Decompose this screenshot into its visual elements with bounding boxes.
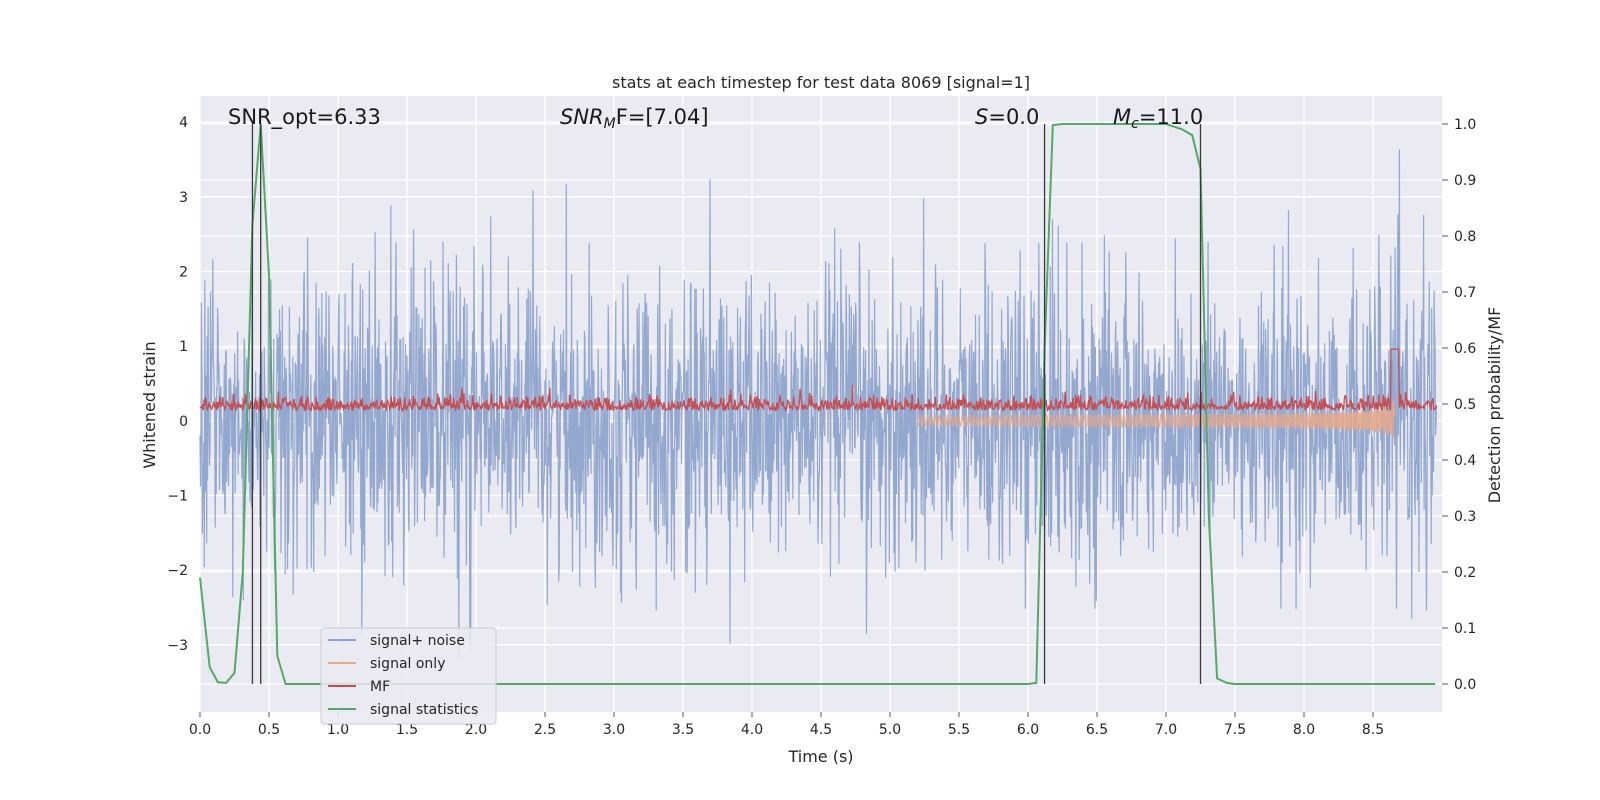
x-tick-label: 2.0 — [465, 722, 487, 738]
right-axis-ticks: 1.0 0.9 0.8 0.7 0.6 0.5 0.4 0.3 0.2 0.1 0.0 — [1442, 117, 1476, 693]
x-tick-label: 0.5 — [258, 722, 280, 738]
right-tick-label: 0.5 — [1454, 397, 1476, 413]
left-tick-label: −1 — [167, 488, 188, 504]
right-tick-label: 0.1 — [1454, 621, 1476, 637]
x-axis-label: Time (s) — [787, 747, 853, 766]
legend-box — [320, 627, 497, 725]
x-tick-label: 3.0 — [603, 722, 625, 738]
annotation-snr-mf-suffix: F=[7.04] — [616, 105, 709, 129]
left-tick-label: 0 — [179, 414, 188, 430]
x-tick-label: 2.5 — [534, 722, 556, 738]
annotation-snr-mf-sub: M — [604, 116, 616, 132]
annotation-s-var: S — [975, 105, 988, 129]
x-tick-label: 1.0 — [327, 722, 349, 738]
x-tick-label: 5.5 — [948, 722, 970, 738]
annotation-s: S=0.0 — [975, 105, 1039, 129]
annotation-mc: Mc=11.0 — [1113, 105, 1203, 132]
vertical-lines — [251, 124, 1202, 684]
x-tick-label: 0.0 — [189, 722, 211, 738]
left-axis-label: Whitened strain — [140, 341, 159, 468]
x-tick-label: 7.0 — [1155, 722, 1177, 738]
left-tick-label: 3 — [179, 190, 188, 206]
x-tick-label: 8.5 — [1362, 722, 1384, 738]
x-tick-label: 5.0 — [879, 722, 901, 738]
x-tick-label: 3.5 — [672, 722, 694, 738]
left-tick-label: −3 — [167, 638, 188, 654]
annotation-mc-sub: c — [1131, 116, 1139, 132]
series-layer — [199, 123, 1438, 685]
annotation-snr-opt: SNR_opt=6.33 — [228, 105, 381, 130]
left-axis-ticks: 4 3 2 1 0 −1 −2 −3 — [167, 115, 188, 654]
right-tick-label: 0.7 — [1454, 285, 1476, 301]
x-axis-ticks: 0.0 0.5 1.0 1.5 2.0 2.5 3.0 3.5 4.0 4.5 5.0 5.5 6.0 6… — [189, 712, 1384, 738]
legend-label-signal-noise: signal+ noise — [370, 633, 465, 649]
x-tick-label: 4.5 — [810, 722, 832, 738]
annotation-snr-mf: SNRMF=[7.04] — [560, 105, 709, 132]
left-tick-label: 2 — [179, 264, 188, 280]
left-tick-label: 4 — [179, 115, 188, 131]
right-tick-label: 0.4 — [1454, 453, 1476, 469]
x-tick-label: 7.5 — [1224, 722, 1246, 738]
x-tick-label: 8.0 — [1293, 722, 1315, 738]
right-tick-label: 1.0 — [1454, 117, 1476, 133]
right-axis-label: Detection probability/MF — [1485, 307, 1504, 504]
x-tick-label: 4.0 — [741, 722, 763, 738]
annotation-mc-val: =11.0 — [1139, 105, 1203, 129]
annotation-mc-var: M — [1113, 105, 1131, 129]
annotation-s-val: =0.0 — [988, 105, 1039, 129]
series-mf — [199, 348, 1438, 413]
right-tick-label: 0.8 — [1454, 229, 1476, 245]
right-tick-label: 0.9 — [1454, 173, 1476, 189]
x-tick-label: 1.5 — [396, 722, 418, 738]
right-tick-label: 0.0 — [1454, 677, 1476, 693]
series-signal-only — [917, 398, 1396, 439]
annotation-snr-mf-prefix: SNR — [560, 105, 604, 129]
legend: signal+ noise signal only MF signal stat… — [320, 627, 497, 725]
series-signal-statistics — [199, 123, 1436, 685]
x-tick-label: 6.0 — [1017, 722, 1039, 738]
left-tick-label: −2 — [167, 563, 188, 579]
legend-label-mf: MF — [370, 679, 390, 695]
x-tick-label: 6.5 — [1086, 722, 1108, 738]
legend-label-signal-statistics: signal statistics — [370, 702, 478, 718]
chart-title: stats at each timestep for test data 806… — [612, 73, 1030, 92]
right-tick-label: 0.3 — [1454, 509, 1476, 525]
left-tick-label: 1 — [179, 339, 188, 355]
legend-label-signal-only: signal only — [370, 656, 445, 672]
right-tick-label: 0.2 — [1454, 565, 1476, 581]
right-tick-label: 0.6 — [1454, 341, 1476, 357]
